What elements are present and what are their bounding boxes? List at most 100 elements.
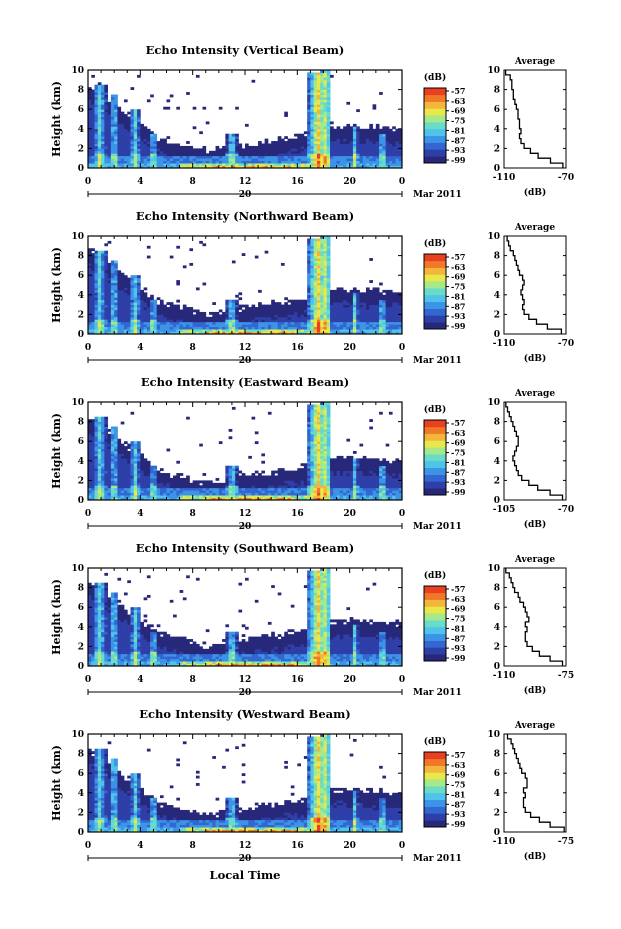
heatmap-cell bbox=[169, 326, 174, 330]
heatmap-cell bbox=[110, 145, 115, 149]
heatmap-cell bbox=[261, 485, 266, 489]
heatmap-cell bbox=[323, 307, 328, 310]
heatmap-cell bbox=[127, 482, 131, 486]
heatmap-cell bbox=[186, 309, 190, 313]
heatmap-cell bbox=[189, 309, 194, 313]
heatmap-cell bbox=[222, 311, 226, 315]
heatmap-cell bbox=[159, 145, 164, 149]
heatmap-cell bbox=[127, 163, 131, 166]
heatmap-cell bbox=[94, 319, 99, 323]
heatmap-cell bbox=[307, 77, 311, 81]
heatmap-cell bbox=[225, 316, 230, 320]
heatmap-cell bbox=[97, 84, 102, 88]
heatmap-cell bbox=[352, 126, 357, 130]
heatmap-cell bbox=[313, 126, 318, 130]
heatmap-cell bbox=[310, 74, 315, 78]
heatmap-cell bbox=[97, 482, 102, 486]
heatmap-cell bbox=[323, 126, 328, 130]
heatmap-cell bbox=[146, 316, 151, 320]
heatmap-cell bbox=[120, 285, 125, 288]
heatmap-cell bbox=[110, 138, 115, 142]
heatmap-cell bbox=[372, 309, 377, 313]
heatmap-cell bbox=[150, 470, 154, 474]
heatmap-cell bbox=[398, 143, 403, 147]
heatmap-cell bbox=[104, 250, 109, 254]
heatmap-cell bbox=[133, 448, 138, 452]
heatmap-cell bbox=[212, 329, 216, 332]
heatmap-cell bbox=[274, 326, 279, 330]
heatmap-cell bbox=[114, 260, 118, 264]
heatmap-cell bbox=[130, 458, 135, 462]
heatmap-cell bbox=[88, 292, 92, 296]
heatmap-cell bbox=[307, 438, 311, 442]
heatmap-cell bbox=[251, 79, 256, 83]
y-axis-label: Height (km) bbox=[50, 247, 63, 323]
heatmap-cell bbox=[218, 314, 223, 318]
heatmap-cell bbox=[388, 329, 393, 332]
heatmap-cell bbox=[225, 136, 230, 139]
heatmap-cell bbox=[385, 143, 390, 147]
heatmap-cell bbox=[202, 319, 207, 323]
heatmap-cell bbox=[287, 321, 292, 325]
heatmap-cell bbox=[205, 329, 210, 332]
heatmap-cell bbox=[215, 331, 220, 335]
heatmap-cell bbox=[313, 74, 318, 78]
heatmap-cell bbox=[114, 287, 118, 291]
heatmap-cell bbox=[117, 141, 122, 144]
heatmap-cell bbox=[258, 485, 262, 489]
heatmap-cell bbox=[241, 150, 246, 154]
heatmap-cell bbox=[179, 331, 184, 335]
heatmap-cell bbox=[316, 253, 321, 256]
heatmap-cell bbox=[297, 141, 301, 144]
heatmap-cell bbox=[107, 133, 112, 137]
heatmap-cell bbox=[179, 165, 184, 169]
heatmap-cell bbox=[91, 438, 95, 442]
heatmap-cell bbox=[352, 329, 357, 332]
heatmap-cell bbox=[251, 160, 256, 164]
heatmap-cell bbox=[123, 485, 128, 489]
heatmap-cell bbox=[231, 141, 236, 144]
heatmap-cell bbox=[343, 158, 347, 162]
heatmap-cell bbox=[375, 136, 380, 139]
heatmap-cell bbox=[303, 321, 308, 325]
heatmap-cell bbox=[107, 265, 112, 269]
heatmap-cell bbox=[379, 141, 383, 144]
heatmap-cell bbox=[228, 141, 233, 144]
heatmap-cell bbox=[316, 163, 321, 166]
heatmap-cell bbox=[130, 470, 135, 474]
heatmap-cell bbox=[261, 145, 266, 149]
heatmap-cell bbox=[277, 141, 282, 144]
heatmap-cell bbox=[258, 490, 262, 494]
heatmap-cell bbox=[225, 473, 230, 476]
heatmap-cell bbox=[127, 316, 131, 320]
heatmap-cell bbox=[346, 165, 351, 169]
heatmap-cell bbox=[346, 143, 351, 147]
heatmap-cell bbox=[258, 289, 262, 293]
heatmap-cell bbox=[372, 104, 377, 108]
heatmap-cell bbox=[195, 158, 200, 162]
heatmap-cell bbox=[114, 446, 118, 449]
heatmap-cell bbox=[88, 319, 92, 323]
heatmap-cell bbox=[228, 163, 233, 166]
heatmap-cell bbox=[375, 316, 380, 320]
y-tick-label: 10 bbox=[71, 66, 84, 76]
heatmap-cell bbox=[251, 331, 256, 335]
heatmap-cell bbox=[395, 316, 400, 320]
heatmap-cell bbox=[199, 490, 203, 494]
heatmap-cell bbox=[114, 307, 118, 310]
heatmap-cell bbox=[231, 309, 236, 313]
heatmap-cell bbox=[231, 133, 236, 137]
heatmap-cell bbox=[182, 482, 187, 486]
heatmap-cell bbox=[323, 324, 328, 328]
heatmap-cell bbox=[346, 128, 351, 132]
heatmap-cell bbox=[94, 99, 99, 103]
heatmap-cell bbox=[261, 495, 266, 498]
heatmap-cell bbox=[146, 136, 151, 139]
heatmap-cell bbox=[117, 321, 122, 325]
heatmap-cell bbox=[359, 324, 364, 328]
panel-1: Echo Intensity (Northward Beam)0246810He… bbox=[50, 209, 574, 366]
heatmap-cell bbox=[326, 150, 331, 154]
heatmap-cell bbox=[392, 304, 396, 308]
colorbar-swatch bbox=[424, 128, 446, 137]
heatmap-cell bbox=[146, 297, 151, 301]
